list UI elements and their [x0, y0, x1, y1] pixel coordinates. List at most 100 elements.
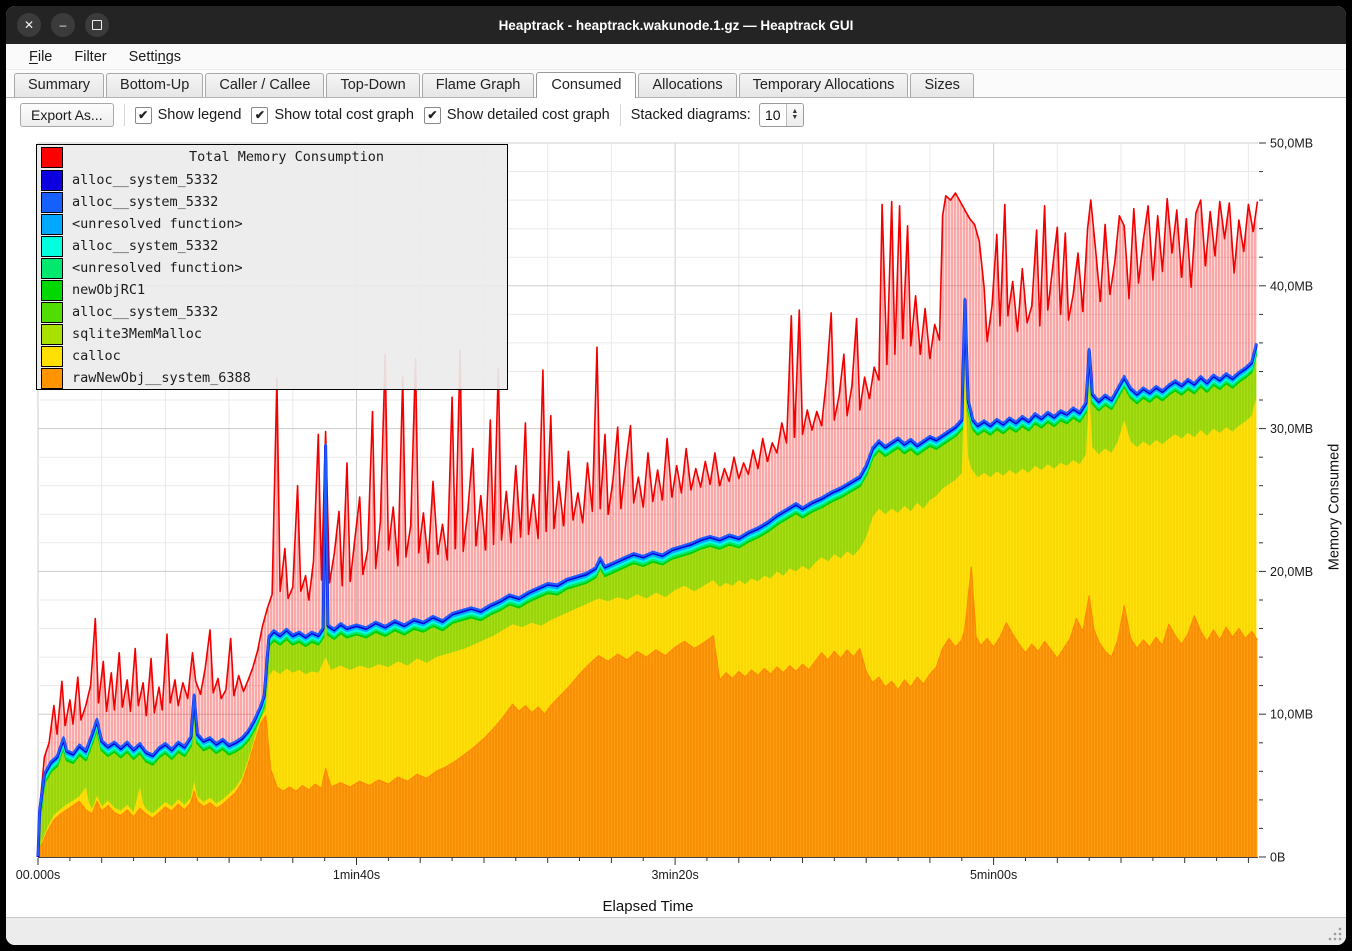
y-tick-label: 0B	[1270, 851, 1285, 865]
menubar: File Filter Settings	[6, 44, 1346, 70]
resize-grip-icon[interactable]	[1328, 927, 1342, 941]
legend-swatch	[41, 235, 63, 257]
minimize-icon: –	[59, 18, 67, 32]
tab-bottom-up[interactable]: Bottom-Up	[106, 73, 204, 97]
legend-swatch	[41, 345, 63, 367]
app-frame: ✕ – Heaptrack - heaptrack.wakunode.1.gz …	[6, 6, 1346, 945]
menu-settings-label-post: gs	[165, 48, 182, 65]
spin-up-icon[interactable]: ▲	[791, 108, 799, 116]
spinbox-buttons[interactable]: ▲ ▼	[785, 104, 803, 126]
legend-title-row: Total Memory Consumption	[37, 145, 507, 169]
show-total-cost-label: Show total cost graph	[274, 107, 414, 123]
menu-filter-label: Filter	[74, 48, 107, 65]
legend-label: <unresolved function>	[72, 260, 243, 276]
legend-item: alloc__system_5332	[37, 169, 507, 191]
legend-label: rawNewObj__system_6388	[72, 370, 251, 386]
tabbar: Summary Bottom-Up Caller / Callee Top-Down F…	[6, 70, 1346, 98]
tab-consumed[interactable]: Consumed	[536, 72, 637, 98]
legend-swatch	[41, 257, 63, 279]
menu-filter[interactable]: Filter	[65, 47, 115, 67]
y-tick-label: 10,0MB	[1270, 708, 1313, 722]
checkbox-check-icon: ✔	[423, 106, 441, 124]
x-tick-label: 3min20s	[651, 868, 698, 882]
spin-down-icon[interactable]: ▼	[791, 114, 799, 121]
legend-title: Total Memory Consumption	[188, 149, 385, 165]
titlebar: ✕ – Heaptrack - heaptrack.wakunode.1.gz …	[6, 6, 1346, 44]
spinbox-value: 10	[765, 107, 781, 123]
maximize-icon	[92, 20, 102, 30]
legend-swatch	[41, 323, 63, 345]
y-axis-title: Memory Consumed	[1324, 387, 1344, 627]
legend-item: <unresolved function>	[37, 213, 507, 235]
memory-chart[interactable]: 00.000s 1min40s 3min20s 5min00s 0B 10,0MB 20,0…	[6, 132, 1346, 917]
tab-summary[interactable]: Summary	[14, 73, 105, 97]
minimize-button[interactable]: –	[51, 13, 75, 37]
legend-item: calloc	[37, 345, 507, 367]
tab-allocations[interactable]: Allocations	[638, 73, 737, 97]
memory-chart-svg: 00.000s 1min40s 3min20s 5min00s 0B 10,0MB 20,0…	[16, 137, 1313, 883]
legend-label: <unresolved function>	[72, 216, 243, 232]
legend-swatch	[41, 367, 63, 389]
tab-caller-callee[interactable]: Caller / Callee	[205, 73, 325, 97]
tab-top-down[interactable]: Top-Down	[326, 73, 420, 97]
legend-item: <unresolved function>	[37, 257, 507, 279]
legend-item: rawNewObj__system_6388	[37, 367, 507, 389]
legend-item: newObjRC1	[37, 279, 507, 301]
tab-sizes[interactable]: Sizes	[910, 73, 974, 97]
menu-settings-mnemonic: n	[157, 48, 166, 65]
window-controls: ✕ –	[17, 13, 109, 37]
show-legend-checkbox[interactable]: ✔ Show legend	[134, 106, 242, 124]
legend-item: alloc__system_5332	[37, 301, 507, 323]
legend-swatch	[41, 301, 63, 323]
legend-swatch-total	[41, 146, 63, 168]
legend-label: alloc__system_5332	[72, 172, 219, 188]
legend-label: calloc	[72, 348, 121, 364]
x-tick-label: 5min00s	[970, 868, 1017, 882]
x-axis-title: Elapsed Time	[602, 898, 694, 915]
y-tick-label: 50,0MB	[1270, 137, 1313, 151]
menu-file-label: ile	[37, 48, 53, 65]
legend-swatch	[41, 169, 63, 191]
toolbar-separator	[619, 104, 621, 126]
legend-item: sqlite3MemMalloc	[37, 323, 507, 345]
legend-swatch	[41, 279, 63, 301]
legend-item: alloc__system_5332	[37, 191, 507, 213]
maximize-button[interactable]	[85, 13, 109, 37]
legend-label: alloc__system_5332	[72, 194, 219, 210]
legend-swatch	[41, 213, 63, 235]
show-legend-label: Show legend	[157, 107, 242, 123]
y-tick-label: 20,0MB	[1270, 565, 1313, 579]
legend-label: newObjRC1	[72, 282, 146, 298]
chart-legend: Total Memory Consumption alloc__system_5…	[36, 144, 508, 390]
close-button[interactable]: ✕	[17, 13, 41, 37]
show-detailed-cost-label: Show detailed cost graph	[446, 107, 610, 123]
chart-area: 00.000s 1min40s 3min20s 5min00s 0B 10,0MB 20,0…	[6, 132, 1346, 917]
legend-label: alloc__system_5332	[72, 238, 219, 254]
tab-flame-graph[interactable]: Flame Graph	[421, 73, 535, 97]
menu-settings[interactable]: Settings	[120, 47, 190, 67]
y-tick-label: 30,0MB	[1270, 422, 1313, 436]
menu-settings-label-pre: Setti	[128, 48, 158, 65]
export-as-button[interactable]: Export As...	[20, 103, 114, 127]
checkbox-check-icon: ✔	[251, 106, 269, 124]
x-tick-label: 00.000s	[16, 868, 60, 882]
checkbox-check-icon: ✔	[134, 106, 152, 124]
legend-swatch	[41, 191, 63, 213]
stacked-diagrams-spinbox[interactable]: 10 ▲ ▼	[758, 103, 804, 127]
legend-label: alloc__system_5332	[72, 304, 219, 320]
menu-file[interactable]: File	[20, 47, 61, 67]
legend-label: sqlite3MemMalloc	[72, 326, 203, 342]
toolbar: Export As... ✔ Show legend ✔ Show total …	[6, 98, 1346, 132]
close-icon: ✕	[23, 18, 35, 32]
y-tick-label: 40,0MB	[1270, 279, 1313, 293]
stacked-diagrams-label: Stacked diagrams:	[630, 107, 751, 123]
toolbar-separator	[123, 104, 125, 126]
legend-item: alloc__system_5332	[37, 235, 507, 257]
window-title: Heaptrack - heaptrack.wakunode.1.gz — He…	[498, 17, 854, 33]
tab-temporary-allocations[interactable]: Temporary Allocations	[738, 73, 909, 97]
show-detailed-cost-checkbox[interactable]: ✔ Show detailed cost graph	[423, 106, 610, 124]
menu-file-mnemonic: F	[29, 48, 38, 65]
show-total-cost-checkbox[interactable]: ✔ Show total cost graph	[251, 106, 414, 124]
y-axis-title-text: Memory Consumed	[1326, 443, 1343, 571]
